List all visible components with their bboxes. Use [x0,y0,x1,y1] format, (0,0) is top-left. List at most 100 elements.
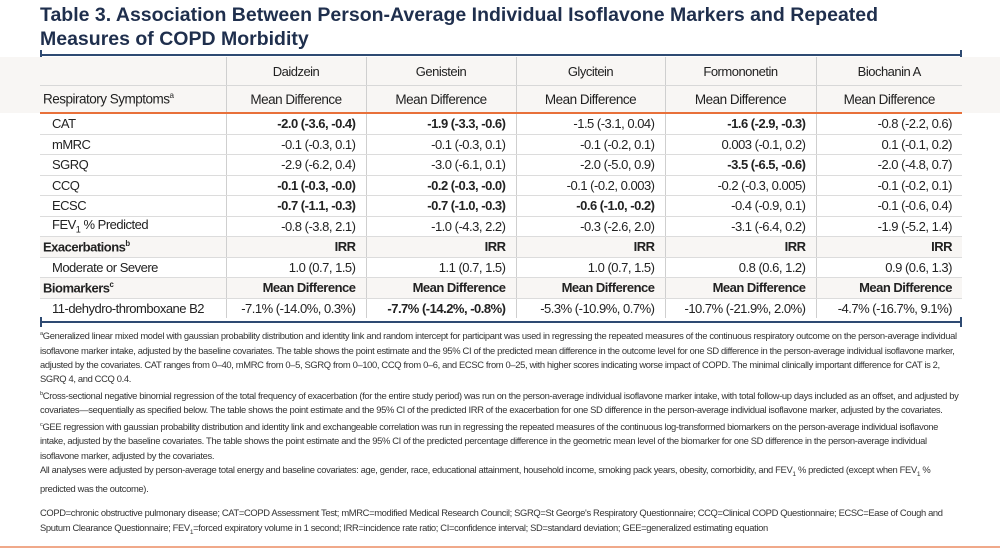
cell-formononetin: -1.6 (-2.9, -0.3) [664,113,816,135]
section-row: Exacerbationsb IRR IRR IRR IRR IRR [40,236,962,258]
footnote-mark: a [40,331,43,337]
cell-daidzein: -0.1 (-0.3, -0.0) [225,175,366,196]
cell-formononetin: -0.4 (-0.9, 0.1) [664,195,816,217]
results-table: Daidzein Genistein Glycitein Formononeti… [40,57,962,318]
cell-genistein: -0.1 (-0.3, 0.1) [365,134,516,155]
cell-biochanin-a: -4.7% (-16.7%, 9.1%) [815,298,962,318]
footnote-text: Cross-sectional negative binomial regres… [40,389,959,416]
cell-genistein: Mean Difference [365,277,516,299]
column-header: Biochanin A [815,57,962,86]
table-body: CAT -2.0 (-3.6, -0.4) -1.9 (-3.3, -0.6) -1.… [40,113,962,318]
measure-header: Mean Difference [664,85,816,114]
row-label-text: FEV [52,217,76,233]
cell-genistein: 1.1 (0.7, 1.5) [365,257,516,278]
abbr-text: =forced expiratory volume in 1 second; I… [193,521,768,533]
cell-genistein: -1.0 (-4.3, 2.2) [365,216,516,237]
column-header: Glycitein [515,57,665,86]
cell-daidzein: -0.8 (-3.8, 2.1) [225,216,366,237]
row-label-text: SGRQ [52,157,89,173]
cell-biochanin-a: 0.1 (-0.1, 0.2) [815,134,962,155]
cell-biochanin-a: 0.9 (0.6, 1.3) [815,257,962,278]
table-row: mMRC -0.1 (-0.3, 0.1) -0.1 (-0.3, 0.1) -0.1… [40,134,962,155]
row-label-text: % Predicted [80,217,149,233]
table-row: ECSC -0.7 (-1.1, -0.3) -0.7 (-1.0, -0.3) -0… [40,195,962,217]
section-row: Biomarkersc Mean Difference Mean Differenc… [40,277,962,299]
cell-daidzein: -0.1 (-0.3, 0.1) [225,134,366,155]
bottom-accent-line [0,545,1000,548]
notes-section: aGeneralized linear mixed model with gau… [0,327,1000,548]
row-label: Exacerbationsb [40,236,226,258]
cell-glycitein: -0.1 (-0.2, 0.003) [515,175,665,196]
cell-genistein: -0.2 (-0.3, -0.0) [365,175,516,196]
cell-formononetin: -10.7% (-21.9%, 2.0%) [664,298,816,318]
note-text: All analyses were adjusted by person-ave… [40,464,793,476]
column-header: Genistein [365,57,516,86]
table-row: CAT -2.0 (-3.6, -0.4) -1.9 (-3.3, -0.6) -1.… [40,113,962,135]
cell-biochanin-a: IRR [815,236,962,258]
cell-biochanin-a: Mean Difference [815,277,962,299]
cell-biochanin-a: -0.1 (-0.2, 0.1) [815,175,962,196]
footnote-mark: c [40,421,43,428]
measure-header: Mean Difference [225,85,366,114]
abbreviations: COPD=chronic obstructive pulmonary disea… [40,505,965,546]
row-label-text: Exacerbations [43,239,126,255]
table-row: SGRQ -2.9 (-6.2, 0.4) -3.0 (-6.1, 0.1) -2.0… [40,154,962,176]
cell-formononetin: Mean Difference [664,277,816,299]
measure-header: Mean Difference [515,85,665,114]
cell-formononetin: IRR [664,236,816,258]
row-label-text: 11-dehydro-thromboxane B2 [52,300,205,316]
table-row: 11-dehydro-thromboxane B2 -7.1% (-14.0%, … [40,298,962,318]
cell-genistein: IRR [365,236,516,258]
row-label: SGRQ [40,154,226,176]
cell-genistein: -3.0 (-6.1, 0.1) [365,154,516,176]
cell-biochanin-a: -2.0 (-4.8, 0.7) [815,154,962,176]
footnotes: aGeneralized linear mixed model with gau… [40,327,965,497]
abbr-text: COPD=chronic obstructive pulmonary disea… [40,506,943,533]
measure-header: Mean Difference [815,85,962,114]
corner-cell [40,57,226,86]
row-label-text: ECSC [52,198,87,214]
footnote-mark: b [40,390,43,397]
cell-daidzein: -2.0 (-3.6, -0.4) [225,113,366,135]
footnote-c: cGEE regression with gaussian probabilit… [40,418,965,463]
footnote-mark: a [169,91,175,101]
table-row: FEV1 % Predicted -0.8 (-3.8, 2.1) -1.0 (-4… [40,216,962,237]
row-label: CAT [40,113,226,135]
cell-glycitein: IRR [515,236,665,258]
row-label: Moderate or Severe [40,257,226,278]
cell-daidzein: -0.7 (-1.1, -0.3) [225,195,366,217]
cell-formononetin: -3.1 (-6.4, 0.2) [664,216,816,237]
top-rule [40,50,962,60]
bottom-rule [40,317,962,327]
cell-glycitein: -0.3 (-2.6, 2.0) [515,216,665,237]
measure-header: Mean Difference [365,85,516,114]
note-text: % predicted was the outcome). [40,464,931,495]
column-header: Daidzein [225,57,366,86]
row-label-text: mMRC [52,136,91,152]
row-label: mMRC [40,134,226,155]
footnote-text: GEE regression with gaussian probability… [40,420,939,461]
cell-genistein: -7.7% (-14.2%, -0.8%) [365,298,516,318]
cell-daidzein: -2.9 (-6.2, 0.4) [225,154,366,176]
note-text: % predicted (except when FEV [795,464,917,476]
cell-formononetin: 0.003 (-0.1, 0.2) [664,134,816,155]
column-header-row: Daidzein Genistein Glycitein Formononeti… [40,57,962,86]
table-row: Moderate or Severe 1.0 (0.7, 1.5) 1.1 (0.7… [40,257,962,278]
footnote-mark: b [125,239,130,249]
subscript: 1 [189,528,194,536]
footnote-text: Generalized linear mixed model with gaus… [40,330,957,385]
cell-daidzein: 1.0 (0.7, 1.5) [225,257,366,278]
footnote-a: aGeneralized linear mixed model with gau… [40,327,965,387]
cell-formononetin: -0.2 (-0.3, 0.005) [664,175,816,196]
cell-glycitein: -0.1 (-0.2, 0.1) [515,134,665,155]
column-header: Formononetin [664,57,816,86]
cell-daidzein: IRR [225,236,366,258]
footnote-mark: c [109,280,114,290]
table-row: CCQ -0.1 (-0.3, -0.0) -0.2 (-0.3, -0.0) -0.… [40,175,962,196]
cell-glycitein: -0.6 (-1.0, -0.2) [515,195,665,217]
cell-genistein: -0.7 (-1.0, -0.3) [365,195,516,217]
row-label-header: Respiratory Symptomsa [40,85,226,114]
row-label: ECSC [40,195,226,217]
row-label-text: Respiratory Symptoms [43,91,170,107]
cell-daidzein: Mean Difference [225,277,366,299]
